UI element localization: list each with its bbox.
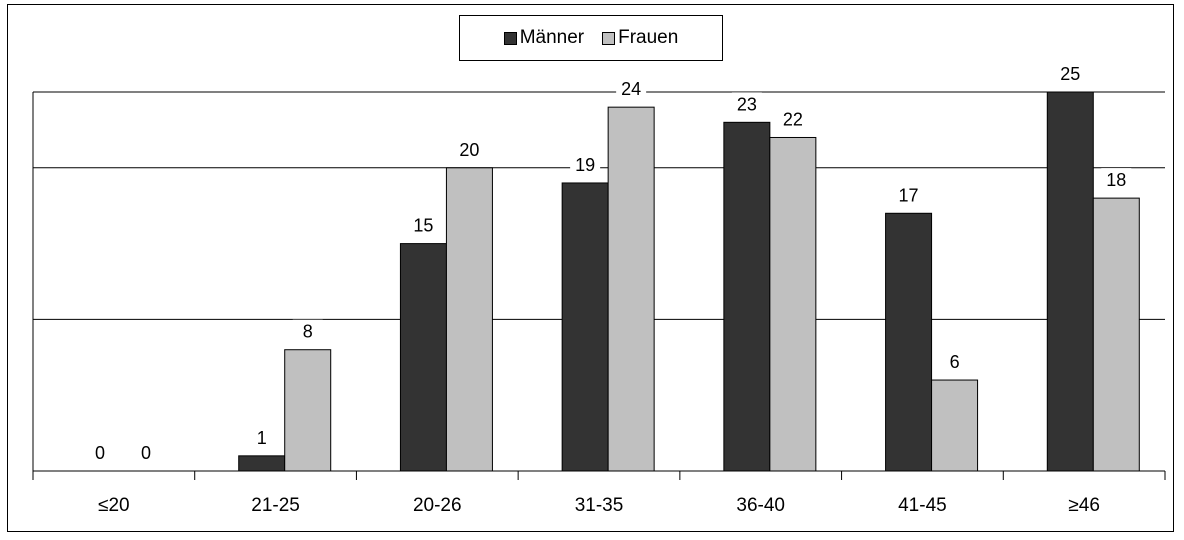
bar-maenner [885,212,933,472]
data-label-bg [893,183,924,206]
legend-swatch-frauen [602,31,616,45]
legend-item-maenner: Männer [503,27,585,49]
data-label-bg [408,213,439,236]
bar-frauen [931,379,979,472]
bar-frauen [1092,197,1140,472]
data-label-bg [292,319,323,342]
data-label-bg [616,77,647,100]
data-label-bg [85,441,115,463]
bar-frauen [445,167,493,472]
data-label: 6 [950,352,960,372]
data-label-bg [570,152,601,175]
x-tick-label: ≤20 [98,495,130,516]
data-label-bg [131,441,161,463]
data-label: 0 [141,443,151,463]
data-label-bg [1055,62,1086,84]
chart-legend: Männer Frauen [459,15,723,61]
data-label-bg [454,137,485,160]
data-label-bg [246,425,277,448]
bar-maenner [561,182,609,472]
data-label-bg [939,350,970,373]
bar-frauen [284,349,332,472]
data-label-bg [777,107,808,130]
bar-frauen [769,136,817,472]
legend-item-frauen: Frauen [602,27,678,49]
data-label: 19 [575,155,595,175]
x-tick-label: 20-26 [413,495,462,516]
x-tick-label: ≥46 [1068,495,1100,516]
bar-maenner [723,121,771,472]
bar-maenner [238,455,286,472]
x-tick-label: 36-40 [736,495,785,516]
data-label-bg [731,92,762,115]
data-label: 20 [459,140,479,160]
x-tick-label: 41-45 [898,495,947,516]
legend-label-maenner: Männer [519,27,585,48]
data-label-bg [1101,168,1132,191]
data-label: 8 [303,322,313,342]
data-label: 24 [621,79,641,99]
data-label: 15 [413,216,433,236]
bar-maenner [399,243,447,472]
bar-frauen [607,106,655,472]
x-tick-label: 21-25 [251,495,300,516]
data-label: 0 [95,443,105,463]
data-label: 1 [257,428,267,448]
bar-maenner [1046,91,1094,472]
data-label: 17 [899,185,919,205]
x-tick-label: 31-35 [575,495,624,516]
data-label: 18 [1106,170,1126,190]
data-label: 22 [783,109,803,129]
legend-swatch-maenner [503,31,517,45]
legend-label-frauen: Frauen [618,27,679,48]
data-label: 25 [1060,64,1080,84]
data-label: 23 [737,94,757,114]
